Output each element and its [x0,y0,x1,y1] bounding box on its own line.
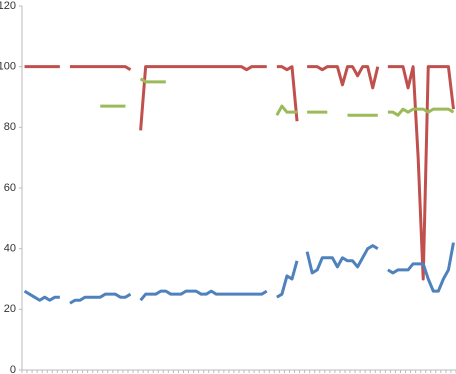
line-segment [23,289,60,302]
line-segment [305,244,379,275]
line-segment [139,65,267,131]
y-tick-label: 20 [4,303,16,315]
line-segment [307,65,380,90]
line-segment [69,292,132,305]
y-tick-label: 0 [10,364,16,374]
line-segment [276,260,299,299]
y-tick-label: 120 [0,0,16,12]
y-tick-label: 60 [4,182,16,194]
y-tick-label: 80 [4,121,16,133]
line-segment [387,242,455,293]
line-segment [139,289,268,302]
line-segment [276,65,299,122]
line-segment [387,107,455,117]
line-segment [139,77,166,84]
y-tick-label: 100 [0,61,16,73]
line-segment [387,65,455,281]
line-segment [69,65,132,71]
line-segment [275,104,298,116]
y-tick-label: 40 [4,243,16,255]
